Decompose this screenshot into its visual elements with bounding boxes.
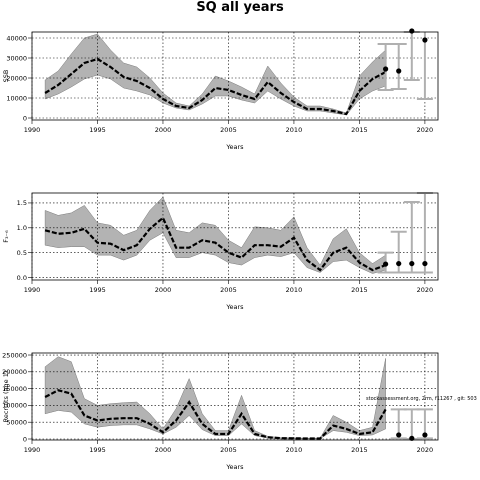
x-tick-label: 2020 bbox=[417, 126, 434, 134]
forecast-point bbox=[409, 260, 415, 267]
x-tick-label: 1990 bbox=[24, 126, 41, 134]
x-tick-label: 2010 bbox=[286, 126, 303, 134]
y-tick-label: 20000 bbox=[6, 74, 27, 82]
y-tick-label: 0.5 bbox=[17, 249, 27, 257]
plot-frame bbox=[31, 192, 439, 281]
y-axis-label: SSB bbox=[2, 70, 10, 83]
forecast-point bbox=[409, 28, 415, 34]
y-tick-label: 40000 bbox=[6, 34, 27, 42]
x-tick-label: 2015 bbox=[351, 286, 368, 294]
watermark-text: stockassessment.org, 2rm, f11267 , git: … bbox=[366, 396, 477, 402]
x-tick-label: 1990 bbox=[24, 446, 41, 454]
plot-frame bbox=[31, 31, 439, 121]
y-tick-label: 150000 bbox=[2, 385, 27, 393]
y-tick-label: 100000 bbox=[2, 402, 27, 410]
plot-frame bbox=[31, 352, 439, 441]
y-tick-label: 0 bbox=[23, 435, 27, 443]
y-axis-label: Recruits (age 1) bbox=[2, 371, 10, 423]
estimate-line bbox=[44, 216, 387, 272]
x-tick-label: 2000 bbox=[155, 286, 172, 294]
forecast-point bbox=[383, 66, 389, 72]
x-axis-label: Years bbox=[225, 303, 244, 311]
x-tick-label: 2015 bbox=[351, 126, 368, 134]
x-tick-label: 1990 bbox=[24, 286, 41, 294]
x-tick-label: 1995 bbox=[89, 126, 106, 134]
y-tick-label: 50000 bbox=[6, 418, 27, 426]
x-tick-label: 2005 bbox=[220, 286, 237, 294]
x-axis-label: Years bbox=[225, 143, 244, 151]
confidence-band bbox=[44, 196, 386, 274]
forecast-point bbox=[396, 68, 402, 74]
figure-title: SQ all years bbox=[196, 0, 284, 15]
y-tick-label: 30000 bbox=[6, 54, 27, 62]
forecast-point bbox=[383, 261, 389, 267]
estimate-line bbox=[44, 389, 387, 440]
forecast-point bbox=[422, 37, 428, 43]
x-tick-label: 2005 bbox=[220, 126, 237, 134]
x-axis-label: Years bbox=[225, 463, 244, 471]
y-tick-label: 0 bbox=[23, 114, 27, 122]
y-tick-label: 200000 bbox=[2, 368, 27, 376]
x-tick-label: 2010 bbox=[286, 286, 303, 294]
y-tick-label: 250000 bbox=[2, 351, 27, 359]
y-tick-label: 1.0 bbox=[17, 224, 27, 232]
y-axis-label: F₃₋₆ bbox=[2, 230, 10, 243]
forecast-point bbox=[422, 260, 428, 267]
x-tick-label: 2005 bbox=[220, 446, 237, 454]
forecast-point bbox=[422, 432, 428, 438]
x-tick-label: 2000 bbox=[155, 126, 172, 134]
forecast-point bbox=[396, 260, 402, 267]
x-tick-label: 2020 bbox=[417, 286, 434, 294]
y-tick-label: 10000 bbox=[6, 94, 27, 102]
x-tick-label: 2015 bbox=[351, 446, 368, 454]
y-tick-label: 0.0 bbox=[17, 274, 27, 282]
x-tick-label: 1995 bbox=[89, 446, 106, 454]
y-tick-label: 1.5 bbox=[17, 199, 27, 207]
confidence-band bbox=[44, 33, 386, 116]
x-tick-label: 1995 bbox=[89, 286, 106, 294]
x-tick-label: 2010 bbox=[286, 446, 303, 454]
x-tick-label: 2020 bbox=[417, 446, 434, 454]
forecast-point bbox=[396, 432, 402, 438]
x-tick-label: 2000 bbox=[155, 446, 172, 454]
